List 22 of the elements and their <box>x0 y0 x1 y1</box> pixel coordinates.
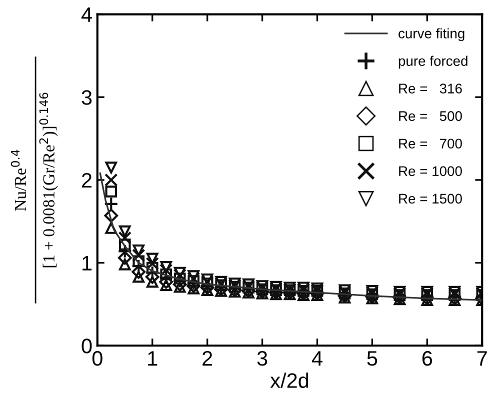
y-tick-label: 0 <box>82 338 92 354</box>
legend-label: Re = 700 <box>399 138 462 149</box>
legend-label: curve fiting <box>398 28 464 42</box>
y-tick-label: 1 <box>82 256 92 270</box>
y-tick-label: 2 <box>82 172 92 188</box>
legend-label: Re = 500 <box>399 111 462 121</box>
legend-label: Re = 316 <box>399 84 462 94</box>
x-tick-label: 5 <box>367 351 378 366</box>
x-tick-label: 6 <box>422 351 432 366</box>
x-tick-label: 2 <box>202 351 212 366</box>
legend-label: Re = 1000 <box>399 166 462 176</box>
x-tick-label: 3 <box>257 351 268 366</box>
x-tick-label: 0 <box>92 351 102 366</box>
y-tick-label: 3 <box>82 90 92 105</box>
x-tick-label: 7 <box>477 351 487 366</box>
y-tick-label: 4 <box>81 8 92 22</box>
text: Nu/Re$^{0.4}$ [1 + 0.0081(Gr/Re$^{2}$)]$^{0.146}$ <box>10 92 58 268</box>
x-axis-title: x/2d <box>270 372 308 388</box>
x-tick-label: 1 <box>148 351 158 366</box>
legend-label: Re = 1500 <box>399 194 462 204</box>
legend-label: pure forced <box>398 56 468 69</box>
x-tick-label: 4 <box>312 351 322 366</box>
